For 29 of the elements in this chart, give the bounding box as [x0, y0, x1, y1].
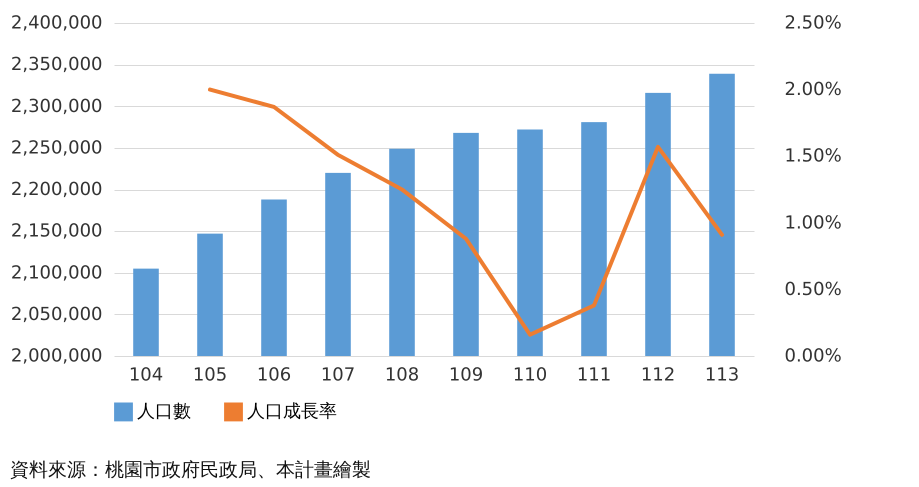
- x-tick-label: 106: [256, 364, 292, 386]
- legend-label: 人口數: [137, 400, 191, 422]
- x-tick-label: 109: [448, 364, 484, 386]
- x-tick-label: 110: [512, 364, 548, 386]
- x-tick-label: 105: [192, 364, 228, 386]
- y-tick-label: 2,150,000: [10, 220, 102, 242]
- y-tick-label: 2,200,000: [10, 179, 102, 200]
- x-tick-label: 104: [128, 364, 164, 386]
- y-tick-label: 2,000,000: [10, 346, 102, 366]
- y-tick-label: 2,100,000: [10, 262, 102, 284]
- y-tick-label: 2,300,000: [10, 96, 102, 117]
- x-tick-label: 113: [704, 364, 740, 386]
- x-tick-label: 112: [640, 364, 676, 386]
- legend-label: 人口成長率: [247, 400, 337, 422]
- source-note: 資料來源：桃園市政府民政局、本計畫繪製: [10, 458, 371, 483]
- x-tick-label: 108: [384, 364, 420, 386]
- y2-tick-label: 1.50%: [784, 146, 842, 167]
- line-series: [208, 88, 724, 337]
- y-tick-label: 2,350,000: [10, 54, 102, 76]
- x-tick-label: 111: [576, 364, 612, 386]
- y-tick-label: 2,050,000: [10, 304, 102, 325]
- y2-tick-label: 0.50%: [784, 278, 842, 300]
- y2-tick-label: 1.00%: [784, 212, 842, 234]
- y-tick-label: 2,250,000: [10, 137, 102, 158]
- y2-tick-label: 2.00%: [784, 79, 842, 100]
- y2-tick-label: 0.00%: [784, 346, 842, 366]
- y2-tick-label: 2.50%: [784, 12, 842, 34]
- x-tick-label: 107: [320, 364, 356, 386]
- y-tick-label: 2,400,000: [10, 12, 102, 34]
